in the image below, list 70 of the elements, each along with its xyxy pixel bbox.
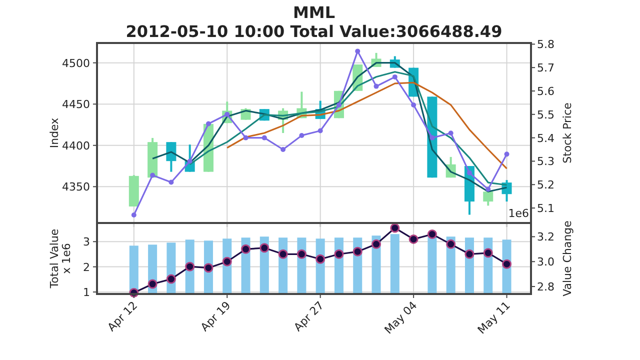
y-axis-title: Total Value x 1e6 [48,228,74,290]
point [187,158,192,164]
y2-tick-label: 5.6 [537,84,554,98]
point [166,274,176,284]
y2-axis-title: Value Change [561,220,574,296]
point [241,244,251,254]
point [446,239,456,249]
point [408,234,418,244]
y-axis-title: Index [48,117,61,148]
point [334,249,344,259]
y-tick-label: 4400 [62,139,90,152]
point [355,48,360,54]
y2-axis-title: Stock Price [561,102,574,164]
point [504,152,510,157]
y-tick-label: 4500 [62,56,90,70]
point [374,84,379,89]
point [372,239,382,249]
y2-tick-label: 5.2 [537,178,554,192]
point [148,279,158,289]
point [336,102,342,108]
y2-tick-label: 5.1 [537,202,554,216]
point [299,132,304,138]
chart-subtitle: 2012-05-10 10:00 Total Value:3066488.49 [126,22,502,41]
point [392,74,398,80]
point [448,130,454,136]
y2-tick-label: 2.8 [537,280,554,294]
point [204,263,214,273]
point [466,170,472,176]
point [464,249,474,259]
candlestick [166,141,176,173]
point [185,262,195,272]
point [260,243,270,253]
point [280,147,286,152]
point [390,223,400,233]
point [296,249,306,259]
x-tick-label: Apr 27 [291,298,326,334]
point [483,248,493,258]
y-tick-label: 4350 [62,180,90,194]
chart-title: MML [292,3,336,22]
x-tick-label: Apr 12 [105,298,140,334]
y-tick-label: 3 [83,236,90,249]
x-tick-label: Apr 19 [198,298,234,334]
y-tick-label: 4450 [62,98,90,112]
line-series [226,82,508,170]
y-tick-label: 1 [83,286,90,299]
point [427,229,437,239]
point [150,172,156,178]
annotation: 1e6 [508,207,529,220]
point [318,128,323,134]
point [316,254,326,264]
point [430,135,435,140]
point [278,249,288,259]
point [243,135,248,140]
point [352,246,362,256]
point [131,212,136,218]
y2-tick-label: 5.8 [537,38,554,52]
y2-tick-label: 5.4 [537,132,554,145]
point [262,135,267,140]
point [222,256,232,266]
y-tick-label: 2 [83,260,90,274]
point [486,186,491,192]
point [411,102,416,108]
point [502,259,512,269]
y2-tick-label: 5.5 [537,108,554,122]
y2-tick-label: 3.0 [537,256,554,269]
point [206,121,211,126]
y2-tick-label: 5.7 [537,62,554,75]
point [168,180,174,185]
y2-tick-label: 3.2 [537,230,554,244]
y2-tick-label: 5.3 [537,155,554,168]
